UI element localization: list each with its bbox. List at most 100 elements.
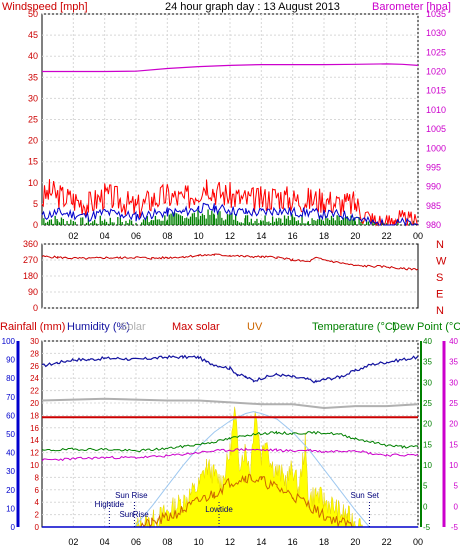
windspeed-tick-label: 0 bbox=[33, 220, 38, 230]
legend-rainfall: Rainfall (mm) bbox=[0, 321, 65, 333]
rainfall-tick-label: 50 bbox=[6, 430, 15, 439]
dewpoint-tick-label: 0 bbox=[454, 502, 459, 511]
dewpoint-tick-label: 30 bbox=[449, 378, 458, 387]
temperature-tick-label: 10 bbox=[423, 461, 432, 470]
x-tick-label: 18 bbox=[319, 231, 329, 241]
windspeed-axis-label: Windspeed [mph] bbox=[2, 1, 88, 13]
temperature-tick-label: 5 bbox=[423, 482, 428, 491]
wind-direction-line bbox=[41, 253, 419, 271]
dewpoint-tick-label: 40 bbox=[449, 337, 458, 346]
direction-tick-label: 180 bbox=[23, 271, 38, 281]
wind-panel: 0510152025303540455098098599099510001005… bbox=[28, 9, 446, 241]
humidity-tick-label: 16 bbox=[30, 424, 39, 433]
annotation-label: Hightide bbox=[95, 500, 125, 509]
rainfall-tick-label: 30 bbox=[6, 467, 15, 476]
barometer-line bbox=[42, 63, 419, 73]
windspeed-tick-label: 20 bbox=[28, 136, 38, 146]
windspeed-tick-label: 5 bbox=[33, 199, 38, 209]
barometer-tick-label: 1025 bbox=[426, 47, 446, 57]
rainfall-tick-label: 80 bbox=[6, 374, 15, 383]
x-tick-label: 14 bbox=[256, 537, 266, 547]
temperature-tick-label: -5 bbox=[423, 523, 431, 532]
x-tick-label: 08 bbox=[162, 537, 172, 547]
dewpoint-tick-label: 10 bbox=[449, 461, 458, 470]
humidity-tick-label: 4 bbox=[35, 498, 40, 507]
humidity-tick-label: 18 bbox=[30, 411, 39, 420]
x-tick-label: 20 bbox=[350, 537, 360, 547]
x-tick-label: 06 bbox=[131, 537, 141, 547]
barometer-axis-label: Barometer [hpa] bbox=[372, 1, 451, 13]
rainfall-tick-label: 90 bbox=[6, 356, 15, 365]
chart-title: 24 hour graph day : 13 August 2013 bbox=[165, 1, 340, 13]
windspeed-tick-label: 30 bbox=[28, 93, 38, 103]
legend-uv: UV bbox=[247, 321, 263, 333]
rainfall-tick-label: 60 bbox=[6, 411, 15, 420]
legend-humidity: Humidity (%) bbox=[67, 321, 130, 333]
rainfall-tick-label: 10 bbox=[6, 504, 15, 513]
humidity-tick-label: 14 bbox=[30, 436, 39, 445]
windspeed-tick-label: 45 bbox=[28, 30, 38, 40]
humidity-tick-label: 8 bbox=[35, 473, 40, 482]
x-tick-label: 12 bbox=[225, 537, 235, 547]
humidity-tick-label: 28 bbox=[30, 349, 39, 358]
compass-label: S bbox=[436, 272, 443, 284]
x-tick-label: 00 bbox=[413, 537, 423, 547]
humidity-tick-label: 20 bbox=[30, 399, 39, 408]
x-tick-label: 10 bbox=[194, 537, 204, 547]
x-tick-label: 22 bbox=[382, 231, 392, 241]
humidity-tick-label: 24 bbox=[30, 374, 39, 383]
humidity-tick-label: 30 bbox=[30, 337, 39, 346]
gray-line bbox=[41, 397, 419, 410]
annotation-label: Rise bbox=[133, 510, 150, 519]
barometer-tick-label: 1000 bbox=[426, 143, 446, 153]
barometer-tick-label: 1030 bbox=[426, 28, 446, 38]
temperature-tick-label: 25 bbox=[423, 399, 432, 408]
rainfall-tick-label: 70 bbox=[6, 393, 15, 402]
x-tick-label: 22 bbox=[382, 537, 392, 547]
solar-area bbox=[135, 406, 364, 528]
x-tick-label: 08 bbox=[162, 231, 172, 241]
temperature-tick-label: 15 bbox=[423, 440, 432, 449]
barometer-tick-label: 995 bbox=[426, 162, 441, 172]
temperature-tick-label: 35 bbox=[423, 358, 432, 367]
uv-line bbox=[136, 473, 356, 529]
x-tick-label: 06 bbox=[131, 231, 141, 241]
temperature-tick-label: 30 bbox=[423, 378, 432, 387]
x-tick-label: 16 bbox=[288, 231, 298, 241]
humidity-line bbox=[41, 354, 419, 384]
humidity-tick-label: 0 bbox=[35, 523, 40, 532]
barometer-tick-label: 1035 bbox=[426, 9, 446, 19]
compass-label: N bbox=[436, 305, 444, 317]
x-tick-label: 02 bbox=[68, 537, 78, 547]
barometer-tick-label: 1015 bbox=[426, 86, 446, 96]
wind-average-line bbox=[41, 202, 419, 227]
x-tick-label: 18 bbox=[319, 537, 329, 547]
barometer-tick-label: 990 bbox=[426, 182, 441, 192]
humidity-tick-label: 12 bbox=[30, 449, 39, 458]
legend-max-solar: Max solar bbox=[172, 321, 220, 333]
annotation-label: Sun Set bbox=[350, 491, 379, 500]
windspeed-tick-label: 40 bbox=[28, 51, 38, 61]
temperature-tick-label: 40 bbox=[423, 337, 432, 346]
environment-panel: 0102030405060708090100024681012141618202… bbox=[2, 337, 459, 547]
x-tick-label: 12 bbox=[225, 231, 235, 241]
dewpoint-tick-label: 5 bbox=[454, 482, 459, 491]
dewpoint-tick-label: 15 bbox=[449, 440, 458, 449]
barometer-tick-label: 980 bbox=[426, 220, 441, 230]
barometer-tick-label: 1020 bbox=[426, 67, 446, 77]
dewpoint-line bbox=[41, 447, 419, 462]
direction-tick-label: 90 bbox=[28, 287, 38, 297]
barometer-tick-label: 1005 bbox=[426, 124, 446, 134]
humidity-tick-label: 10 bbox=[30, 461, 39, 470]
x-tick-label: 04 bbox=[100, 231, 110, 241]
humidity-tick-label: 26 bbox=[30, 362, 39, 371]
legend-temperature: Temperature (°C) bbox=[312, 321, 396, 333]
compass-label: W bbox=[436, 256, 447, 268]
barometer-tick-label: 985 bbox=[426, 201, 441, 211]
humidity-tick-label: 6 bbox=[35, 486, 40, 495]
direction-tick-label: 360 bbox=[23, 239, 38, 249]
x-tick-label: 16 bbox=[288, 537, 298, 547]
windspeed-tick-label: 10 bbox=[28, 178, 38, 188]
rainfall-tick-label: 40 bbox=[6, 449, 15, 458]
